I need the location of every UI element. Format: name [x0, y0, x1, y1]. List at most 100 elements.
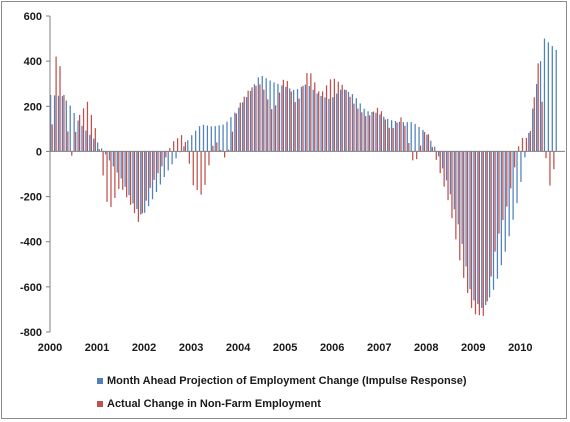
bar-projection — [465, 151, 467, 267]
bar-projection — [461, 151, 463, 244]
bar-projection — [445, 151, 448, 181]
bar-actual — [271, 109, 273, 152]
legend-label-projection: Month Ahead Projection of Employment Cha… — [107, 375, 467, 387]
bar-projection — [328, 98, 330, 152]
bar-actual — [145, 151, 147, 201]
bar-projection — [136, 151, 138, 209]
bar-actual — [506, 151, 508, 207]
bar-projection — [520, 151, 522, 182]
legend-item-actual: Actual Change in Non-Farm Employment — [97, 398, 321, 410]
bar-projection — [120, 151, 122, 179]
bar-projection — [379, 114, 381, 152]
bar-projection — [57, 95, 60, 152]
bar-projection — [324, 97, 326, 152]
bar-projection — [108, 151, 111, 161]
bar-projection — [387, 118, 389, 152]
bar-actual — [118, 151, 120, 189]
bar-projection — [300, 86, 303, 152]
bar-actual — [267, 99, 269, 152]
bar-projection — [426, 134, 428, 152]
bar-actual — [86, 101, 89, 152]
bar-projection — [504, 151, 506, 252]
bar-projection — [539, 61, 542, 152]
bar-actual — [184, 142, 187, 152]
bar-actual — [212, 145, 214, 152]
bar-projection — [104, 151, 107, 155]
bar-projection — [532, 108, 534, 152]
x-tick-label: 2010 — [508, 342, 532, 354]
bar-projection — [50, 95, 52, 152]
y-tick-label: -200 — [20, 192, 42, 204]
bar-actual — [106, 151, 108, 202]
bar-actual — [176, 138, 179, 152]
bar-actual — [78, 114, 81, 152]
y-axis-ticks: 600 400 200 0 -200 -400 -600 -800 — [20, 11, 50, 339]
x-tick-label: 2001 — [85, 342, 109, 354]
bar-projection — [547, 42, 549, 152]
bar-actual — [71, 151, 73, 156]
bar-actual — [306, 73, 308, 152]
bar-projection — [383, 116, 385, 152]
bar-projection — [402, 122, 404, 152]
bar-actual — [467, 151, 469, 293]
bar-projection — [97, 142, 99, 152]
x-tick-label: 2003 — [179, 342, 203, 354]
bar-projection — [230, 117, 232, 152]
bar-projection — [390, 120, 393, 152]
bar-actual — [247, 90, 249, 152]
bar-actual — [165, 151, 167, 158]
bar-projection — [453, 151, 455, 210]
bar-actual — [490, 151, 492, 277]
bar-actual — [396, 122, 398, 152]
x-tick-label: 2005 — [273, 342, 297, 354]
bar-actual — [408, 143, 410, 152]
bar-projection — [206, 125, 209, 152]
bar-actual — [227, 149, 230, 152]
bar-projection — [65, 100, 67, 152]
bar-actual — [137, 151, 140, 222]
legend-item-projection: Month Ahead Projection of Employment Cha… — [97, 375, 467, 387]
bar-actual — [129, 151, 132, 205]
legend-label-actual: Actual Change in Non-Farm Employment — [107, 398, 321, 410]
bar-projection — [77, 120, 79, 152]
bar-projection — [477, 151, 479, 305]
bar-actual — [200, 151, 202, 195]
bar-projection — [195, 130, 197, 152]
bar-projection — [551, 46, 553, 152]
bar-actual — [126, 151, 128, 198]
bar-actual — [318, 91, 320, 152]
bar-actual — [545, 151, 547, 159]
bar-projection — [242, 102, 244, 152]
bar-projection — [438, 151, 440, 157]
bar-actual — [161, 151, 163, 167]
bar-actual — [239, 102, 241, 152]
bar-actual — [533, 97, 535, 152]
bar-actual — [376, 107, 379, 152]
bar-projection — [355, 98, 357, 152]
bar-projection — [406, 122, 408, 152]
bar-actual — [447, 151, 449, 201]
bar-projection — [422, 129, 424, 152]
bar-projection — [457, 151, 459, 225]
bar-actual — [498, 151, 500, 234]
bar-projection — [441, 151, 444, 169]
bar-actual — [372, 111, 375, 152]
bar-projection — [359, 103, 361, 152]
bar-actual — [369, 115, 371, 152]
bar-projection — [81, 125, 83, 152]
bar-projection — [293, 89, 295, 152]
legend-swatch-projection — [97, 378, 103, 384]
bar-projection — [371, 112, 373, 152]
bar-projection — [93, 138, 95, 152]
bar-actual — [224, 151, 226, 158]
bar-actual — [196, 151, 198, 190]
bar-projection — [140, 151, 142, 215]
bar-projection — [238, 107, 240, 152]
bar-projection — [202, 124, 205, 152]
bar-actual — [310, 73, 312, 152]
bar-projection — [296, 89, 299, 152]
bar-actual — [388, 127, 390, 152]
bar-actual — [478, 151, 481, 316]
bar-projection — [198, 126, 201, 152]
